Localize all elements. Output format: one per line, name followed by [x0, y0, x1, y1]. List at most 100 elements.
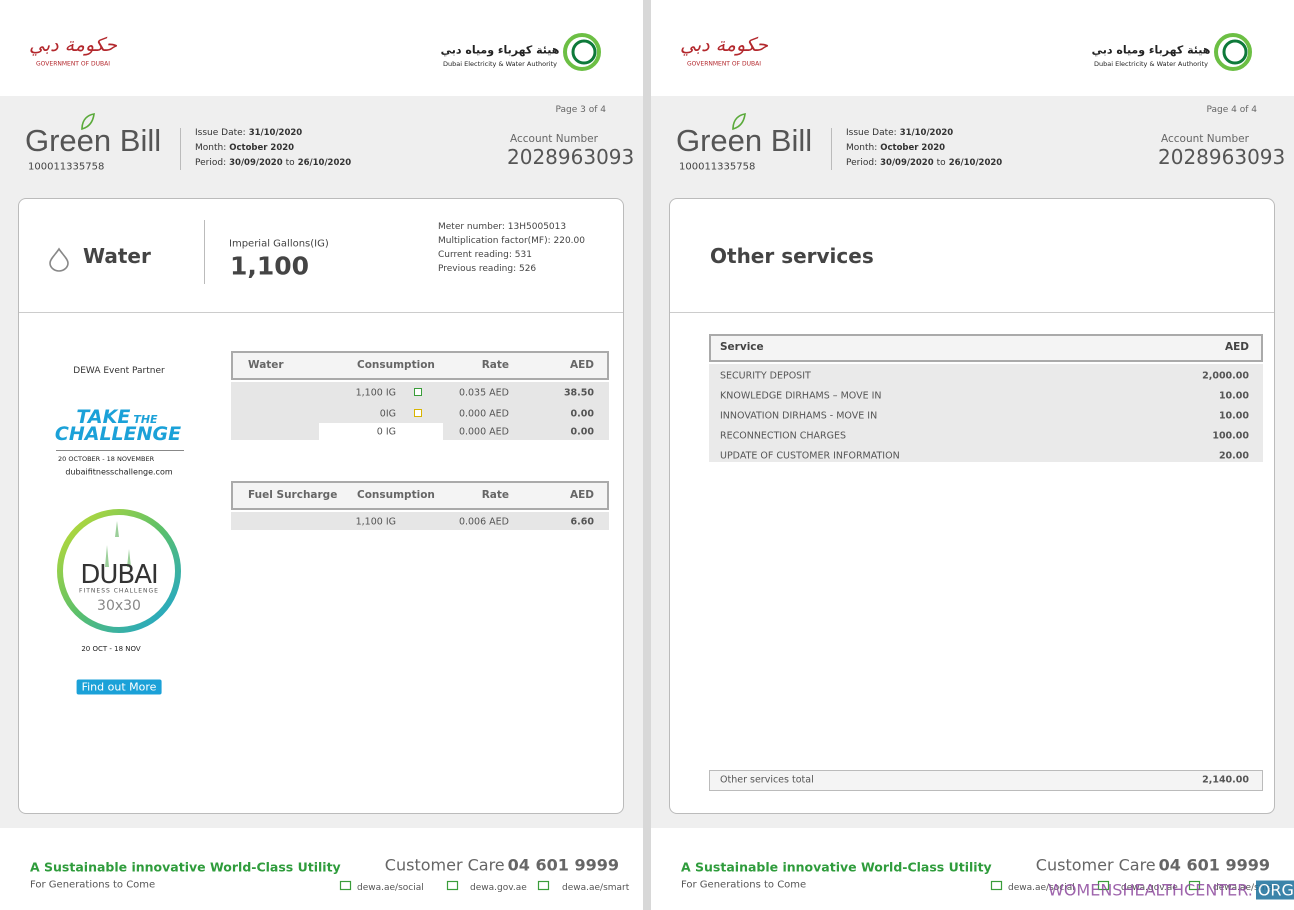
bill-number: 100011335758: [28, 161, 105, 173]
table-cell: SECURITY DEPOSIT: [720, 370, 811, 382]
issue-date-part: 31/10/2020: [899, 128, 954, 138]
table-cell: 1,100 IG: [355, 516, 396, 528]
footer-slogan: A Sustainable innovative World-Class Uti…: [681, 859, 992, 875]
watermark-part: ORG: [1255, 880, 1294, 900]
period-part: to: [936, 158, 946, 168]
unit-label: Imperial Gallons(IG): [229, 238, 329, 250]
consumption-total: 1,100: [230, 251, 310, 281]
ad-rule: [56, 450, 184, 451]
table-cell: KNOWLEDGE DIRHAMS – MOVE IN: [720, 390, 882, 402]
customer-care: Customer Care 04 601 9999: [385, 856, 619, 875]
table-cell: 1,100 IG: [355, 387, 396, 399]
divider: [831, 128, 832, 170]
issue-date-part: Issue Date:: [846, 128, 897, 138]
account-number: 2028963093: [507, 145, 635, 169]
customer-care: Customer Care 04 601 9999: [1036, 856, 1270, 875]
customer-care-part: 04 601 9999: [507, 855, 619, 875]
total-label: Other services total: [720, 774, 814, 786]
link-icon: [1188, 880, 1201, 891]
period-part: 30/09/2020: [229, 158, 283, 168]
ad-dates: 20 OCTOBER - 18 NOVEMBER: [58, 455, 155, 463]
ad-badge-dates: 20 OCT - 18 NOV: [81, 645, 141, 653]
account-number-label: Account Number: [1161, 133, 1249, 145]
table-cell: 0.000 AED: [458, 426, 509, 438]
ad-headline-part: THE: [133, 413, 158, 426]
table-header-cell: Consumption: [357, 359, 435, 371]
footer-tagline: For Generations to Come: [681, 879, 807, 891]
table-body: [709, 364, 1263, 462]
link-icon: [990, 880, 1003, 891]
month-part: Month:: [846, 143, 878, 153]
dewa-logo-mark: [1214, 33, 1252, 71]
tier-icon: [414, 388, 422, 396]
footer-link: dewa.ae/smart: [1213, 883, 1281, 893]
customer-care-part: 04 601 9999: [1158, 855, 1270, 875]
table-cell: 0.006 AED: [458, 516, 509, 528]
meter-info: Previous reading: 526: [438, 264, 537, 274]
dewa-logo-english: Dubai Electricity & Water Authority: [1094, 60, 1208, 68]
gov-logo-arabic: حكومة دبي: [679, 34, 769, 56]
table-cell: 10.00: [1218, 410, 1249, 422]
divider: [204, 220, 205, 284]
issue-date: Issue Date: 31/10/2020: [846, 128, 953, 138]
bill-number: 100011335758: [679, 161, 756, 173]
ad-badge-subtitle: FITNESS CHALLENGE: [79, 587, 159, 595]
issue-date-part: 31/10/2020: [248, 128, 303, 138]
table-cell: 10.00: [1218, 390, 1249, 402]
link-icon: [446, 880, 459, 891]
brand: Green Bill: [25, 123, 162, 158]
card: [669, 198, 1275, 814]
customer-care-part: Customer Care: [384, 855, 505, 875]
period-part: Period:: [195, 158, 227, 168]
table-header: [709, 334, 1263, 362]
bill-page: حكومة دبي GOVERNMENT OF DUBAI هيئة كهرباء …: [651, 0, 1294, 910]
account-number: 2028963093: [1158, 145, 1286, 169]
table-header-cell: Rate: [481, 489, 509, 501]
table-cell: 0IG: [379, 408, 396, 420]
ad-headline: TAKE THE: [76, 406, 157, 428]
table-header-cell: AED: [569, 489, 594, 501]
leaf-icon: [81, 113, 95, 131]
ad-website: dubaifitnesschallenge.com: [65, 467, 173, 477]
table-cell: UPDATE OF CUSTOMER INFORMATION: [720, 450, 900, 462]
month-part: Month:: [195, 143, 227, 153]
water-drop-icon: [49, 247, 69, 272]
table-blank-cell: [319, 423, 443, 440]
footer-slogan: A Sustainable innovative World-Class Uti…: [30, 859, 341, 875]
watermark: WOMENSHEALTHCENTER. ORG: [1048, 880, 1294, 900]
table-header-cell: Consumption: [357, 489, 435, 501]
bill-page: حكومة دبي GOVERNMENT OF DUBAI هيئة كهرباء …: [0, 0, 643, 910]
table-cell: INNOVATION DIRHAMS - MOVE IN: [720, 410, 878, 422]
table-cell: 0.035 AED: [458, 387, 509, 399]
footer-link: dewa.ae/smart: [562, 883, 630, 893]
ad-badge-number: 30x30: [97, 598, 141, 614]
table-cell: 6.60: [570, 516, 594, 528]
ad-badge-city: DUBAI: [80, 560, 158, 590]
table-cell: 2,000.00: [1202, 370, 1249, 382]
total-value: 2,140.00: [1202, 774, 1249, 786]
ad-badge-ring: [57, 509, 181, 633]
ad-headline: CHALLENGE: [54, 423, 182, 445]
divider: [180, 128, 181, 170]
period-part: Period:: [846, 158, 878, 168]
month: Month: October 2020: [846, 143, 945, 153]
footer-link: dewa.gov.ae: [1121, 883, 1178, 893]
month-part: October 2020: [880, 143, 946, 153]
footer-link: dewa.gov.ae: [470, 883, 527, 893]
table-cell: 0.000 AED: [458, 408, 509, 420]
brand: Green Bill: [676, 123, 813, 158]
period: Period: 30/09/2020 to 26/10/2020: [846, 158, 1002, 168]
period: Period: 30/09/2020 to 26/10/2020: [195, 158, 351, 168]
leaf-icon: [732, 113, 746, 131]
link-icon: [1097, 880, 1110, 891]
table-cell: 0.00: [570, 426, 594, 438]
table-cell: RECONNECTION CHARGES: [720, 430, 847, 442]
table-header-cell: AED: [569, 359, 594, 371]
table-header: [231, 351, 609, 380]
table-header: [231, 481, 609, 510]
total-row: [709, 770, 1263, 791]
find-out-more-button[interactable]: Find out More: [76, 679, 162, 695]
ad-partner: DEWA Event Partner: [73, 366, 165, 376]
gov-logo-english: GOVERNMENT OF DUBAI: [687, 60, 761, 68]
